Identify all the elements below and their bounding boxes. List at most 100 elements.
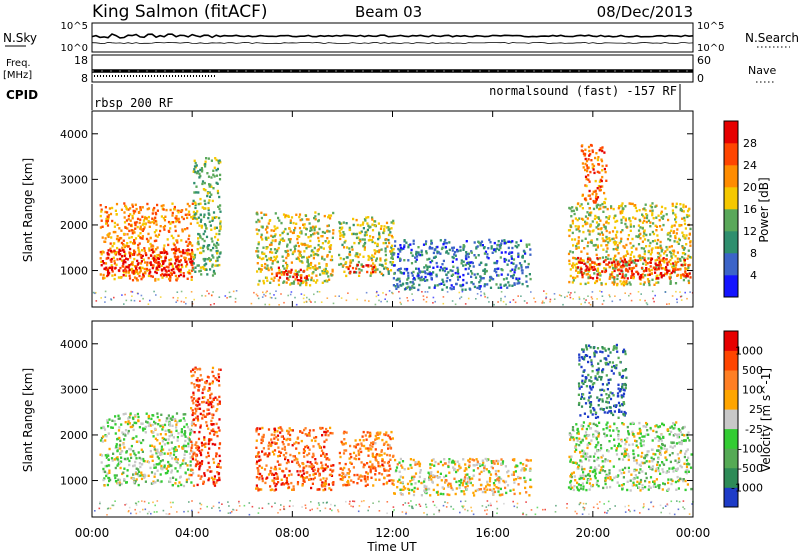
heatmap-cell-velocity-2-49 bbox=[307, 446, 310, 449]
heatmap-cell-velocity-0-275 bbox=[170, 433, 173, 436]
heatmap-cell-velocity-0-439 bbox=[138, 456, 141, 460]
heatmap-cell-velocity-3-144 bbox=[354, 446, 357, 449]
heatmap-cell-power-8-234 bbox=[683, 219, 686, 222]
heatmap-noise-power-3 bbox=[611, 300, 614, 303]
heatmap-cell-power-3-213 bbox=[332, 211, 335, 215]
heatmap-cell-power-8-52 bbox=[589, 211, 592, 215]
heatmap-cell-velocity-2-336 bbox=[305, 471, 308, 474]
heatmap-cell-power-8-617 bbox=[661, 248, 664, 252]
heatmap-cell-power-5-201 bbox=[355, 236, 359, 240]
heatmap-cell-velocity-1-57 bbox=[195, 446, 198, 450]
heatmap-cell-velocity-2-209 bbox=[268, 452, 271, 455]
heatmap-cell-power-3-85 bbox=[327, 224, 330, 227]
heatmap-cell-velocity-0-322 bbox=[131, 477, 134, 480]
heatmap-noise-power-93 bbox=[334, 295, 337, 297]
heatmap-cell-velocity-2-164 bbox=[323, 455, 327, 458]
heatmap-cell-power-3-366 bbox=[327, 241, 330, 245]
heatmap-cell-velocity-1-240 bbox=[207, 478, 210, 482]
heatmap-cell-velocity-0-79 bbox=[99, 439, 103, 442]
heatmap-cell-power-10-38 bbox=[603, 191, 606, 195]
heatmap-cell-velocity-1-62 bbox=[195, 409, 198, 413]
heatmap-cell-power-5-62 bbox=[364, 219, 367, 222]
heatmap-cell-velocity-1-170 bbox=[208, 412, 211, 415]
heatmap-cell-velocity-3-200 bbox=[345, 449, 348, 452]
heatmap-cell-power-8-170 bbox=[616, 248, 619, 252]
heatmap-cell-velocity-2-255 bbox=[292, 487, 295, 491]
heatmap-cell-power-3-223 bbox=[285, 281, 288, 284]
heatmap-cell-velocity-0-469 bbox=[150, 417, 153, 421]
heatmap-cell-power-0-508 bbox=[136, 253, 139, 257]
heatmap-cell-power-4-30 bbox=[290, 268, 293, 272]
heatmap-cell-velocity-2-20 bbox=[302, 472, 305, 475]
heatmap-cell-power-5-175 bbox=[384, 247, 387, 250]
heatmap-cell-velocity-0-345 bbox=[128, 463, 131, 467]
heatmap-cell-velocity-0-106 bbox=[115, 474, 118, 477]
heatmap-cell-velocity-0-446 bbox=[160, 480, 163, 483]
heatmap-cell-power-5-194 bbox=[355, 218, 358, 222]
heatmap-cell-power-1-160 bbox=[132, 253, 135, 256]
heatmap-cell-power-0-412 bbox=[106, 215, 109, 218]
heatmap-cell-velocity-4-244 bbox=[519, 476, 522, 480]
heatmap-cell-power-3-328 bbox=[259, 270, 262, 273]
heatmap-cell-velocity-0-133 bbox=[178, 419, 181, 423]
heatmap-cell-power-5-106 bbox=[369, 225, 372, 229]
heatmap-cell-power-8-269 bbox=[639, 258, 642, 262]
heatmap-cell-velocity-3-214 bbox=[378, 454, 381, 457]
heatmap-cell-velocity-3-179 bbox=[387, 469, 390, 472]
heatmap-noise-power-101 bbox=[262, 291, 264, 294]
heatmap-cell-power-8-293 bbox=[578, 259, 581, 262]
heatmap-noise-power-90 bbox=[306, 296, 308, 299]
heatmap-cell-power-3-43 bbox=[255, 228, 258, 231]
heatmap-cell-power-3-362 bbox=[303, 226, 306, 229]
heatmap-cell-velocity-2-213 bbox=[304, 427, 307, 430]
heatmap-cell-power-9-99 bbox=[659, 272, 662, 275]
heatmap-cell-velocity-1-91 bbox=[218, 429, 221, 432]
heatmap-cell-power-8-695 bbox=[615, 258, 618, 262]
heatmap-cell-power-5-69 bbox=[360, 230, 363, 233]
heatmap-cell-power-8-433 bbox=[572, 276, 575, 279]
heatmap-cell-velocity-3-139 bbox=[387, 443, 390, 447]
heatmap-cell-velocity-0-211 bbox=[159, 460, 162, 463]
heatmap-cell-power-2-91 bbox=[210, 228, 213, 231]
heatmap-cell-velocity-4-239 bbox=[509, 489, 512, 492]
heatmap-cell-velocity-2-306 bbox=[277, 481, 280, 484]
cpid-left-text: rbsp 200 RF bbox=[94, 96, 173, 110]
heatmap-cell-power-1-166 bbox=[182, 249, 185, 252]
heatmap-cell-power-2-213 bbox=[218, 159, 221, 162]
heatmap-cell-velocity-1-233 bbox=[208, 382, 211, 385]
heatmap-cell-power-5-6 bbox=[338, 263, 341, 266]
heatmap-cell-power-10-99 bbox=[586, 167, 589, 170]
heatmap-cell-power-7-446 bbox=[523, 250, 526, 253]
heatmap-cell-power-8-305 bbox=[583, 247, 586, 250]
heatmap-cell-power-7-227 bbox=[497, 240, 500, 243]
heatmap-noise-power-69 bbox=[530, 291, 532, 293]
heatmap-cell-power-10-61 bbox=[585, 164, 588, 167]
heatmap-cell-velocity-4-81 bbox=[492, 482, 496, 485]
nave-right-tick-bottom: 0 bbox=[697, 72, 704, 85]
heatmap-cell-power-6-12 bbox=[349, 270, 352, 274]
heatmap-cell-power-9-129 bbox=[665, 266, 668, 269]
heatmap-cell-power-3-325 bbox=[293, 245, 296, 248]
heatmap-cell-power-3-376 bbox=[301, 243, 304, 246]
heatmap-cell-power-2-203 bbox=[210, 249, 213, 252]
heatmap-cell-power-0-103 bbox=[171, 202, 174, 205]
heatmap-noise-power-42 bbox=[382, 292, 384, 294]
heatmap-cell-velocity-0-448 bbox=[172, 418, 175, 421]
heatmap-cell-power-8-258 bbox=[581, 259, 584, 262]
heatmap-cell-power-7-27 bbox=[443, 269, 447, 273]
heatmap-noise-power-37 bbox=[566, 295, 568, 298]
heatmap-cell-power-9-167 bbox=[588, 257, 591, 260]
heatmap-cell-velocity-1-231 bbox=[197, 385, 200, 389]
heatmap-cell-velocity-2-259 bbox=[312, 429, 315, 432]
heatmap-cell-power-2-146 bbox=[207, 207, 210, 210]
heatmap-cell-power-8-526 bbox=[580, 250, 583, 253]
heatmap-cell-power-3-197 bbox=[274, 257, 278, 260]
heatmap-cell-velocity-3-192 bbox=[345, 484, 348, 487]
heatmap-cell-velocity-2-159 bbox=[296, 458, 299, 461]
heatmap-cell-power-7-469 bbox=[492, 278, 495, 281]
heatmap-cell-velocity-1-68 bbox=[196, 398, 199, 402]
heatmap-cell-power-8-478 bbox=[604, 239, 607, 243]
heatmap-cell-velocity-0-237 bbox=[114, 480, 118, 483]
heatmap-cell-power-3-156 bbox=[270, 243, 273, 246]
heatmap-noise-power-28 bbox=[553, 298, 556, 300]
